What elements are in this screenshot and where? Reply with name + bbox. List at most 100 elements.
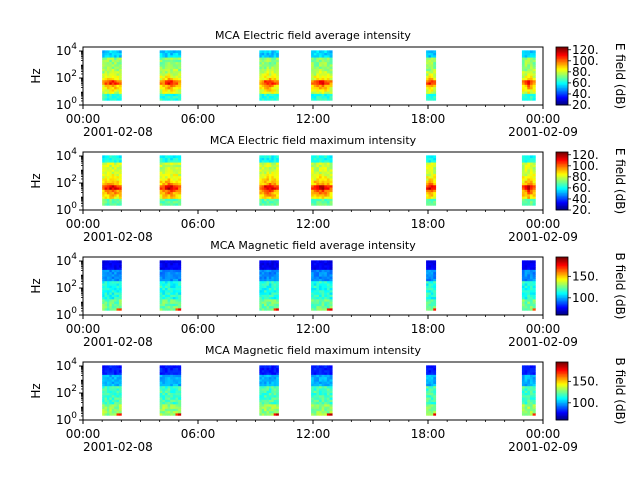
spectrogram-cell [162,82,166,85]
spectrogram-cell [433,294,437,298]
spectrogram-cell [164,303,168,307]
spectrogram-cell [259,171,263,174]
spectrogram-cell [318,271,323,275]
spectrogram-cell [162,68,166,72]
spectrogram-cell [311,269,315,273]
spectrogram-cell [159,187,163,190]
spectrogram-cell [172,298,176,302]
spectrogram-cell [259,413,263,416]
spectrogram-cell [170,388,174,391]
spectrogram-cell [529,264,534,268]
spectrogram-cell [114,75,117,78]
spectrogram-cell [316,292,320,295]
spectrogram-cell [527,369,531,373]
spectrogram-cell [271,403,275,407]
spectrogram-cell [532,178,536,181]
spectrogram-cell [264,264,267,268]
spectrogram-cell [268,189,272,193]
spectrogram-cell [268,157,272,161]
spectrogram-cell [118,385,122,389]
spectrogram-cell [114,367,117,371]
spectrogram-cell [311,93,315,97]
spectrogram-cell [118,98,122,101]
spectrogram-cell [114,86,117,90]
spectrogram-cell [118,269,122,273]
spectrogram-cell [430,88,434,92]
spectrogram-cell [532,271,536,275]
colorbar-step [556,287,568,290]
spectrogram-cell [527,294,531,298]
spectrogram-cell [529,287,534,291]
spectrogram-cell [118,175,122,179]
spectrogram-cell [178,308,182,311]
spectrogram-cell [116,401,120,405]
panel-title: MCA Electric field average intensity [215,29,411,42]
spectrogram-cell [116,171,120,174]
spectrogram-cell [268,264,272,268]
spectrogram-cell [268,390,272,393]
spectrogram-cell [433,63,437,67]
colorbar-step [556,267,568,269]
spectrogram-cell [111,367,115,371]
spectrogram-cell [109,378,113,382]
spectrogram-cell [318,276,323,279]
spectrogram-cell [118,378,122,382]
spectrogram-cell [109,410,113,414]
spectrogram-cell [529,401,534,405]
spectrogram-cell [326,162,330,165]
spectrogram-cell [261,394,265,398]
spectrogram-cell [102,178,105,181]
spectrogram-cell [164,57,168,60]
colorbar-step [556,405,568,408]
spectrogram-cell [178,173,182,177]
spectrogram-cell [167,50,171,54]
spectrogram-cell [430,294,434,298]
spectrogram-cell [261,91,265,94]
spectrogram-cell [273,175,277,179]
spectrogram-cell [102,388,105,391]
spectrogram-cell [118,157,122,161]
spectrogram-cell [106,392,110,396]
spectrogram-cell [271,399,275,403]
spectrogram-cell [266,385,270,389]
spectrogram-cell [276,61,279,65]
spectrogram-cell [170,196,174,199]
spectrogram-cell [430,168,434,172]
spectrogram-cell [116,77,120,81]
spectrogram-cell [271,410,275,414]
spectrogram-cell [114,168,117,172]
spectrogram-cell [430,178,434,181]
spectrogram-cell [162,189,166,193]
spectrogram-cell [104,383,108,387]
spectrogram-cell [167,77,171,81]
spectrogram-cell [109,57,113,60]
spectrogram-cell [311,397,315,400]
spectrogram-cell [321,271,325,275]
spectrogram-cell [266,50,270,54]
spectrogram-cell [106,372,110,375]
spectrogram-cell [170,308,174,311]
spectrogram-cell [321,399,325,403]
spectrogram-cell [111,289,115,293]
spectrogram-cell [114,57,117,60]
colorbar-step [556,84,568,87]
spectrogram-cell [316,374,320,378]
spectrogram-cell [109,276,113,279]
spectrogram-cell [316,93,320,97]
colorbar-tick-label: 60. [572,76,591,90]
spectrogram-cell [271,264,275,268]
spectrogram-cell [159,264,163,268]
spectrogram-cell [426,95,429,99]
spectrogram-cell [167,98,171,101]
spectrogram-cell [313,298,317,302]
colorbar-step [556,383,568,386]
spectrogram-cell [170,269,174,273]
spectrogram-cell [162,388,166,391]
colorbar-step [556,411,568,414]
spectrogram-cell [268,406,272,409]
spectrogram-cell [175,166,179,170]
spectrogram-cell [329,180,333,183]
spectrogram-cell [529,54,534,58]
spectrogram-cell [114,166,117,170]
spectrogram-cell [109,79,113,83]
